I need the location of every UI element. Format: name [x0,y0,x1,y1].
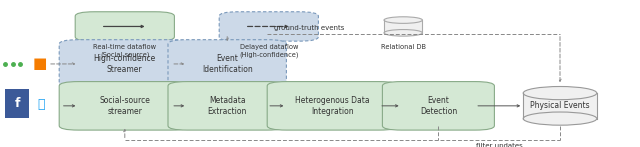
Text: Social-source
streamer: Social-source streamer [99,96,150,116]
Text: 🐦: 🐦 [38,98,45,111]
Text: ■: ■ [33,56,47,71]
FancyBboxPatch shape [268,82,398,130]
Bar [384,20,422,33]
Ellipse shape [384,30,422,36]
Ellipse shape [524,86,596,100]
Text: filter updates: filter updates [476,143,523,147]
Text: Event
Identification: Event Identification [202,54,253,74]
Text: Heterogenous Data
Integration: Heterogenous Data Integration [296,96,370,116]
Ellipse shape [384,17,422,23]
FancyBboxPatch shape [76,12,174,41]
Text: High-confidence
Streamer: High-confidence Streamer [93,54,156,74]
Text: Event
Detection: Event Detection [420,96,457,116]
Text: Metadata
Extraction: Metadata Extraction [207,96,247,116]
FancyBboxPatch shape [60,40,191,88]
Bar [524,93,597,119]
FancyBboxPatch shape [5,89,29,118]
Text: Relational DB: Relational DB [381,44,426,50]
Text: ground-truth events: ground-truth events [274,25,344,31]
Text: Physical Events: Physical Events [530,101,590,110]
Text: Delayed dataflow
(High-confidence): Delayed dataflow (High-confidence) [239,44,298,58]
FancyBboxPatch shape [60,82,191,130]
Text: Real-time dataflow
(Social-source): Real-time dataflow (Social-source) [93,44,156,58]
FancyBboxPatch shape [168,40,287,88]
Text: f: f [15,97,20,110]
FancyBboxPatch shape [168,82,287,130]
FancyBboxPatch shape [219,12,319,41]
FancyBboxPatch shape [383,82,494,130]
Ellipse shape [524,112,596,125]
